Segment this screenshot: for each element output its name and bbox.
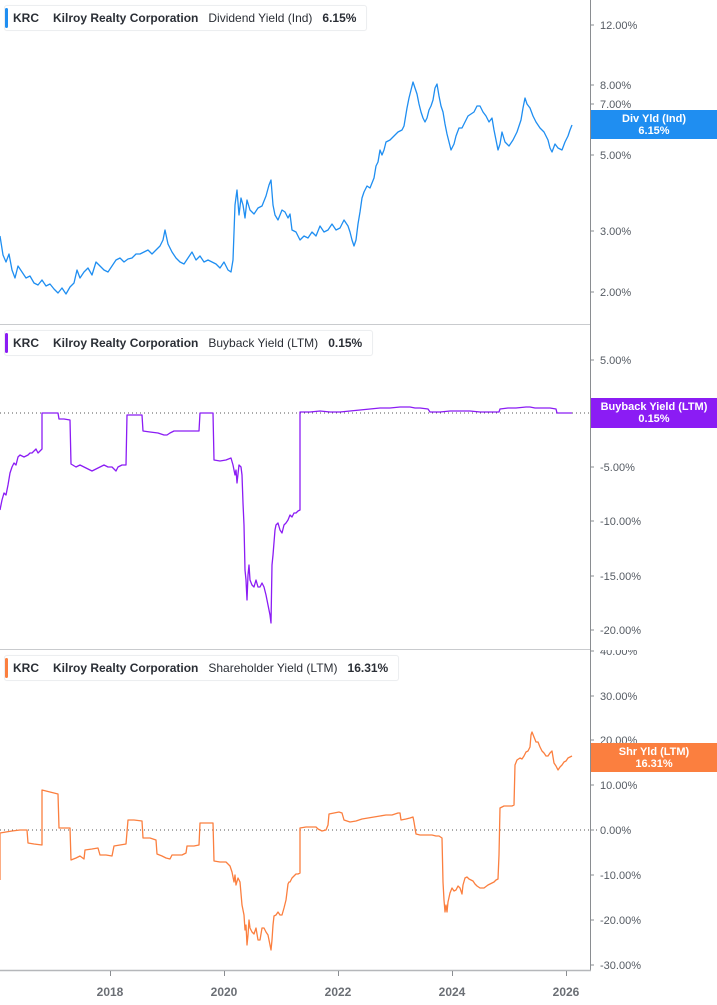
svg-text:8.00%: 8.00%: [600, 80, 631, 92]
legend-value: 16.31%: [347, 661, 389, 675]
dividend-yield-legend: KRC Kilroy Realty Corporation Dividend Y…: [4, 5, 368, 31]
legend-company: Kilroy Realty Corporation: [53, 661, 199, 675]
legend-color-bar: [5, 658, 8, 678]
legend-ticker: KRC: [13, 11, 39, 25]
shareholder-yield-chart: 40.00% 30.00% 20.00% 10.00% 0.00% -10.00…: [0, 650, 641, 999]
svg-text:30.00%: 30.00%: [600, 691, 638, 703]
x-tick-2026: 2026: [553, 985, 580, 999]
buyback-yield-value-flag: Buyback Yield (LTM) 0.15%: [591, 398, 717, 428]
flag-value: 16.31%: [635, 758, 673, 770]
legend-value: 0.15%: [328, 336, 363, 350]
y-axis-ticks: 12.00% 8.00% 7.00% 5.00% 3.00% 2.00%: [591, 20, 638, 299]
svg-text:5.00%: 5.00%: [600, 355, 631, 367]
legend-color-bar: [5, 8, 8, 28]
flag-label: Shr Yld (LTM): [618, 746, 690, 758]
buyback-yield-chart: 5.00% -5.00% -10.00% -15.00% -20.00%: [0, 325, 641, 650]
svg-text:3.00%: 3.00%: [600, 226, 631, 238]
legend-ticker: KRC: [13, 336, 39, 350]
svg-text:-20.00%: -20.00%: [600, 625, 641, 637]
x-axis: 2018 2020 2022 2024 2026: [97, 971, 580, 999]
x-tick-2022: 2022: [325, 985, 352, 999]
legend-value: 6.15%: [322, 11, 357, 25]
flag-label: Div Yld (Ind): [622, 113, 686, 125]
flag-value: 6.15%: [638, 125, 670, 137]
svg-text:2.00%: 2.00%: [600, 287, 631, 299]
svg-text:12.00%: 12.00%: [600, 20, 638, 32]
flag-label: Buyback Yield (LTM): [600, 401, 708, 413]
legend-color-bar: [5, 333, 8, 353]
legend-metric: Dividend Yield (Ind): [208, 11, 313, 25]
dividend-yield-line: [0, 81, 573, 295]
legend-ticker: KRC: [13, 661, 39, 675]
svg-text:40.00%: 40.00%: [600, 650, 638, 658]
x-tick-2024: 2024: [439, 985, 466, 999]
legend-company: Kilroy Realty Corporation: [53, 11, 199, 25]
svg-text:-10.00%: -10.00%: [600, 870, 641, 882]
svg-text:10.00%: 10.00%: [600, 780, 638, 792]
svg-text:5.00%: 5.00%: [600, 150, 631, 162]
flag-value: 0.15%: [638, 413, 670, 425]
svg-text:-30.00%: -30.00%: [600, 960, 641, 972]
svg-text:0.00%: 0.00%: [600, 825, 631, 837]
x-tick-2020: 2020: [211, 985, 238, 999]
dividend-yield-value-flag: Div Yld (Ind) 6.15%: [591, 110, 717, 139]
buyback-yield-line: [0, 406, 572, 624]
shareholder-yield-line: [0, 731, 573, 951]
shareholder-yield-panel: 40.00% 30.00% 20.00% 10.00% 0.00% -10.00…: [0, 650, 717, 1005]
shareholder-yield-legend: KRC Kilroy Realty Corporation Shareholde…: [4, 655, 400, 681]
svg-text:7.00%: 7.00%: [600, 99, 631, 111]
x-tick-2018: 2018: [97, 985, 124, 999]
buyback-yield-legend: KRC Kilroy Realty Corporation Buyback Yi…: [4, 330, 374, 356]
shareholder-yield-value-flag: Shr Yld (LTM) 16.31%: [591, 743, 717, 772]
legend-company: Kilroy Realty Corporation: [53, 336, 199, 350]
svg-text:-5.00%: -5.00%: [600, 462, 635, 474]
svg-text:-10.00%: -10.00%: [600, 516, 641, 528]
buyback-yield-panel: 5.00% -5.00% -10.00% -15.00% -20.00% KRC…: [0, 325, 717, 650]
y-axis-ticks: 5.00% -5.00% -10.00% -15.00% -20.00%: [591, 355, 641, 637]
dividend-yield-chart: 12.00% 8.00% 7.00% 5.00% 3.00% 2.00%: [0, 0, 638, 325]
svg-text:-15.00%: -15.00%: [600, 571, 641, 583]
y-axis-ticks: 40.00% 30.00% 20.00% 10.00% 0.00% -10.00…: [591, 650, 641, 972]
svg-text:-20.00%: -20.00%: [600, 915, 641, 927]
dividend-yield-panel: 12.00% 8.00% 7.00% 5.00% 3.00% 2.00% KRC…: [0, 0, 717, 325]
legend-metric: Shareholder Yield (LTM): [208, 661, 338, 675]
legend-metric: Buyback Yield (LTM): [208, 336, 319, 350]
